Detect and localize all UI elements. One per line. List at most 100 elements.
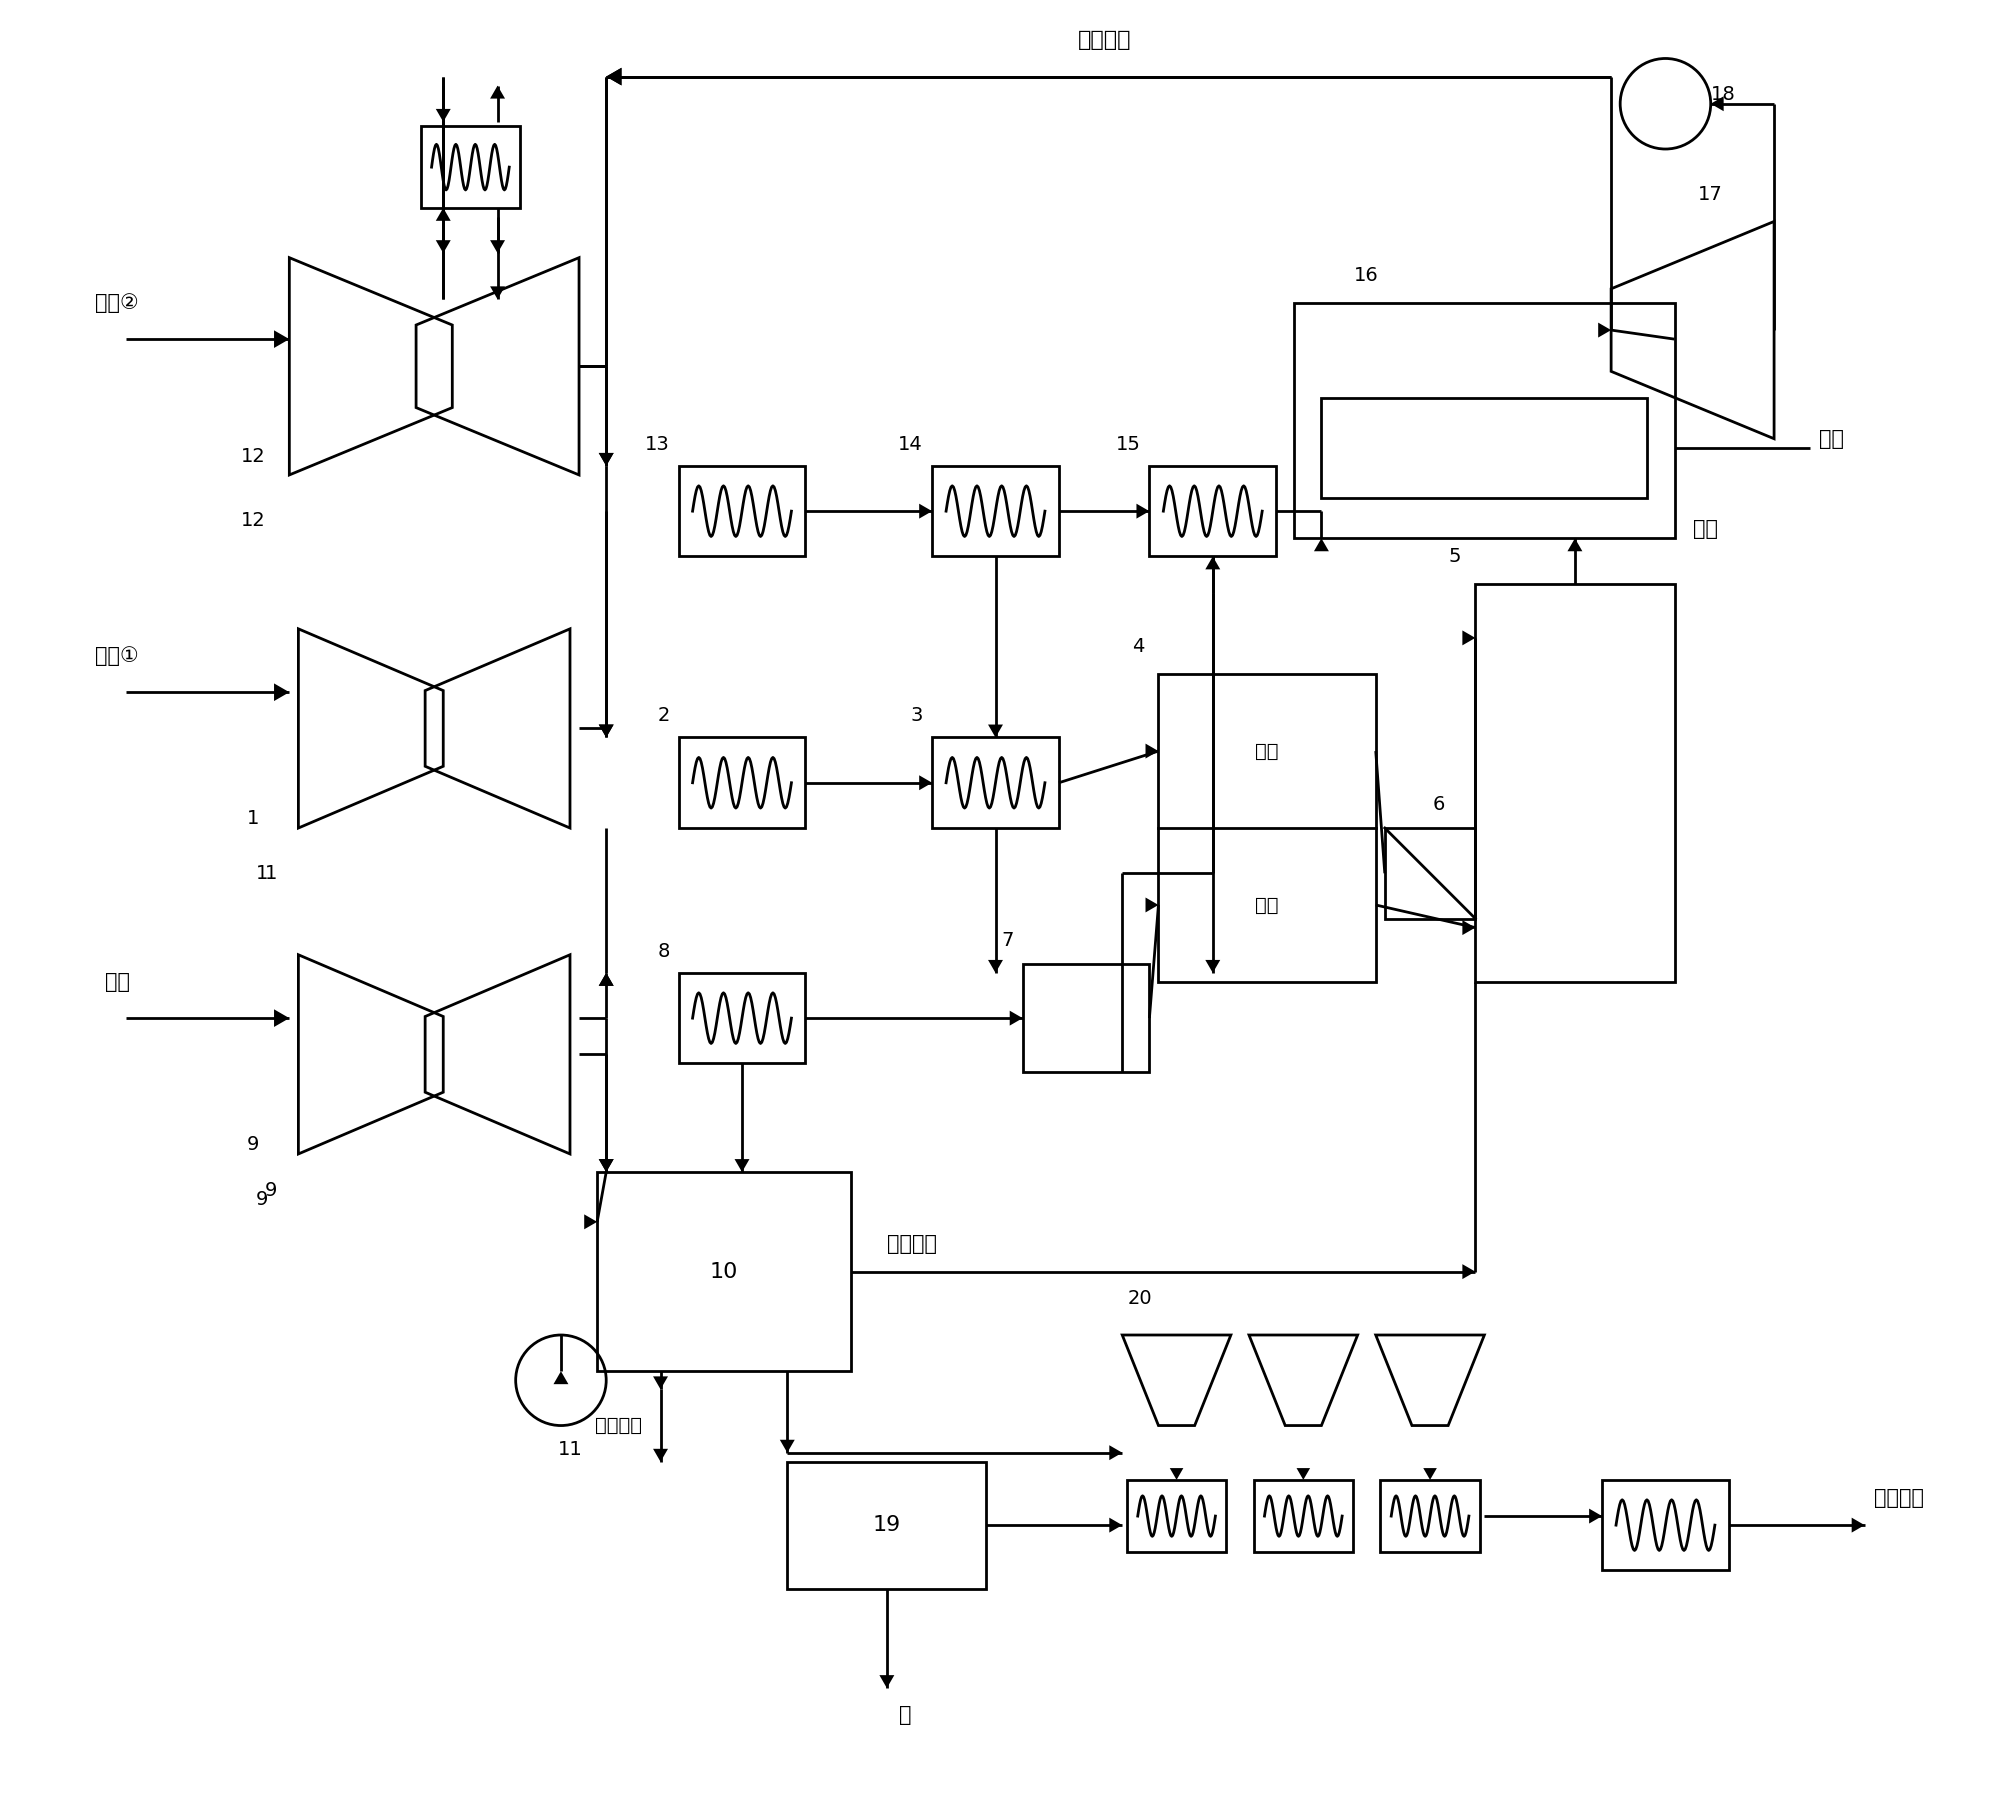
- Text: 19: 19: [872, 1515, 902, 1535]
- Polygon shape: [1314, 538, 1328, 551]
- Polygon shape: [920, 504, 932, 518]
- Polygon shape: [920, 775, 932, 789]
- Polygon shape: [490, 240, 506, 253]
- Bar: [932, 737, 1059, 828]
- Polygon shape: [1145, 744, 1159, 759]
- Polygon shape: [436, 240, 450, 253]
- Polygon shape: [1145, 897, 1159, 913]
- Polygon shape: [275, 684, 289, 700]
- Polygon shape: [988, 960, 1003, 973]
- Polygon shape: [1137, 504, 1149, 518]
- Text: 6: 6: [1434, 795, 1445, 813]
- Polygon shape: [880, 1675, 894, 1688]
- Polygon shape: [1461, 920, 1475, 935]
- Text: 16: 16: [1354, 266, 1380, 286]
- Text: 17: 17: [1698, 186, 1722, 204]
- Text: 空气②: 空气②: [96, 293, 139, 313]
- Polygon shape: [599, 973, 613, 986]
- Polygon shape: [1205, 960, 1220, 973]
- Text: 纯氧: 纯氧: [1820, 429, 1844, 449]
- Text: 12: 12: [241, 511, 265, 529]
- Polygon shape: [1296, 1468, 1310, 1481]
- Text: 9: 9: [247, 1135, 259, 1155]
- Polygon shape: [1171, 1468, 1183, 1481]
- Bar: [1475, 584, 1674, 982]
- Polygon shape: [653, 1377, 669, 1390]
- Text: 二氧化碳: 二氧化碳: [1874, 1488, 1923, 1508]
- Bar: [679, 737, 806, 828]
- Polygon shape: [1109, 1517, 1123, 1533]
- Text: 1: 1: [265, 864, 277, 882]
- Text: 18: 18: [1710, 85, 1736, 104]
- Polygon shape: [599, 724, 613, 737]
- Text: 13: 13: [645, 435, 669, 453]
- Polygon shape: [1589, 1508, 1603, 1524]
- Polygon shape: [275, 331, 289, 347]
- Text: 5: 5: [1447, 548, 1461, 566]
- Text: 12: 12: [241, 447, 265, 466]
- Text: 燃料: 燃料: [106, 971, 129, 991]
- Text: 贫氧空气: 贫氧空气: [886, 1235, 938, 1255]
- Bar: [1159, 675, 1376, 982]
- Polygon shape: [599, 453, 613, 466]
- Text: 空气①: 空气①: [96, 646, 139, 666]
- Text: 纯氧: 纯氧: [1692, 518, 1718, 538]
- Text: 1: 1: [257, 864, 269, 882]
- Polygon shape: [275, 1010, 289, 1028]
- Text: 10: 10: [709, 1262, 739, 1282]
- Polygon shape: [1205, 557, 1220, 569]
- Polygon shape: [1424, 1468, 1438, 1481]
- Text: 11: 11: [557, 1439, 583, 1459]
- Polygon shape: [1567, 538, 1583, 551]
- Text: 3: 3: [910, 706, 924, 726]
- Text: 7: 7: [1001, 931, 1013, 950]
- Polygon shape: [1009, 1011, 1023, 1026]
- Bar: [597, 1171, 850, 1372]
- Text: 14: 14: [898, 435, 924, 453]
- Polygon shape: [1599, 322, 1611, 338]
- Polygon shape: [599, 973, 613, 986]
- Bar: [1380, 1481, 1479, 1552]
- Polygon shape: [490, 85, 506, 98]
- Bar: [1254, 1481, 1354, 1552]
- Bar: [1127, 1481, 1226, 1552]
- Polygon shape: [1461, 631, 1475, 646]
- Polygon shape: [1852, 1517, 1866, 1533]
- Polygon shape: [583, 1215, 597, 1230]
- Text: 8: 8: [657, 942, 669, 960]
- Text: 9: 9: [257, 1190, 269, 1208]
- Bar: [932, 466, 1059, 557]
- Polygon shape: [1109, 1446, 1123, 1461]
- Polygon shape: [599, 1159, 613, 1171]
- Polygon shape: [1710, 96, 1724, 111]
- Text: 2: 2: [657, 706, 669, 726]
- Text: 4: 4: [1131, 637, 1145, 657]
- Bar: [1322, 398, 1647, 498]
- Bar: [1294, 304, 1674, 538]
- Bar: [1149, 466, 1276, 557]
- Polygon shape: [605, 67, 621, 85]
- Text: 阳极: 阳极: [1256, 895, 1278, 915]
- Polygon shape: [490, 286, 506, 300]
- Polygon shape: [599, 724, 613, 737]
- Polygon shape: [553, 1372, 567, 1384]
- Text: 20: 20: [1129, 1290, 1153, 1308]
- Bar: [1386, 828, 1475, 919]
- Text: 15: 15: [1115, 435, 1141, 453]
- Bar: [786, 1462, 986, 1588]
- Bar: [1603, 1481, 1728, 1570]
- Text: 9: 9: [265, 1181, 277, 1201]
- Polygon shape: [653, 1448, 669, 1462]
- Polygon shape: [436, 207, 450, 220]
- Text: 水: 水: [898, 1704, 912, 1724]
- Text: 1: 1: [247, 809, 259, 828]
- Text: 燃烧排气: 燃烧排气: [595, 1415, 643, 1435]
- Bar: [1023, 964, 1149, 1073]
- Bar: [679, 973, 806, 1064]
- Text: 阴极: 阴极: [1256, 742, 1278, 760]
- Polygon shape: [735, 1159, 749, 1171]
- Bar: [420, 126, 520, 207]
- Polygon shape: [780, 1441, 794, 1453]
- Text: 贫氧空气: 贫氧空气: [1077, 31, 1131, 51]
- Polygon shape: [599, 453, 613, 466]
